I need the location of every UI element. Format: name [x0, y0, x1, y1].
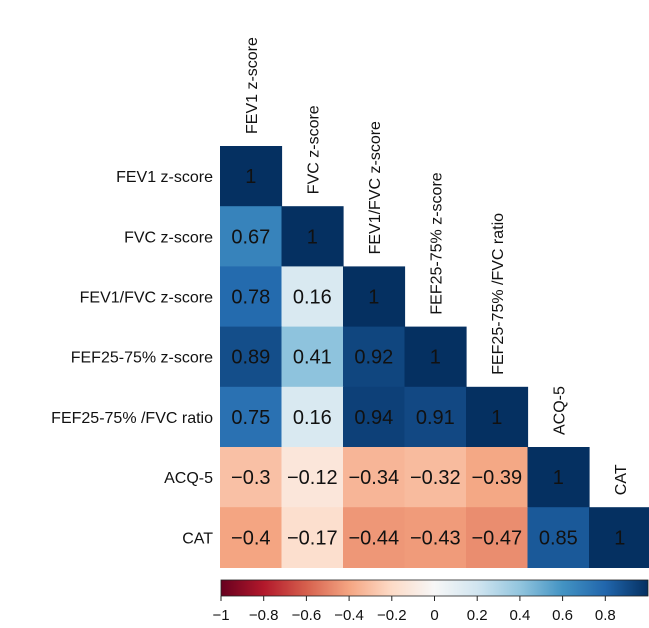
heatmap-cell-r2-c2: [343, 266, 406, 328]
cell-value-r2-c0: 0.78: [231, 287, 270, 309]
colorbar-tick-label-7: 0.4: [509, 607, 530, 624]
cell-value-r6-c2: −0.44: [348, 527, 399, 549]
cell-value-r3-c0: 0.89: [231, 347, 270, 369]
cell-value-r3-c3: 1: [430, 347, 441, 369]
colorbar-tick-label-2: −0.6: [292, 607, 322, 624]
cell-value-r6-c6: 1: [614, 527, 625, 549]
cell-value-r3-c1: 0.41: [293, 347, 332, 369]
cell-value-r5-c0: −0.3: [231, 467, 270, 489]
heatmap-cell-r3-c0: [220, 326, 283, 388]
cell-value-r4-c3: 0.91: [416, 407, 455, 429]
colorbar-tick-label-3: −0.4: [334, 607, 364, 624]
heatmap-cell-r2-c1: [281, 266, 344, 328]
heatmap-cell-r1-c0: [220, 206, 283, 267]
heatmap-cell-r5-c4: [466, 447, 529, 508]
heatmap-cell-r6-c5: [527, 507, 590, 568]
row-label-1: FVC z-score: [124, 229, 213, 246]
heatmap-cell-r6-c0: [220, 507, 283, 568]
column-label-3: FEF25-75% z-score: [428, 172, 445, 314]
colorbar-tick-label-6: 0.2: [467, 607, 488, 624]
heatmap-cell-r5-c1: [281, 447, 344, 508]
cell-value-r5-c1: −0.12: [287, 467, 338, 489]
heatmap-cell-r5-c5: [527, 447, 590, 508]
heatmap-cell-r4-c4: [466, 386, 529, 448]
heatmap-cell-r5-c3: [404, 447, 467, 508]
column-labels: FEV1 z-score FVC z-score FEV1/FVC z-score F…: [244, 37, 630, 495]
column-label-6: CAT: [613, 464, 630, 495]
heatmap-cell-r6-c2: [343, 507, 406, 568]
colorbar-tick-label-5: 0: [430, 607, 438, 624]
cell-value-r5-c3: −0.32: [410, 467, 461, 489]
cell-value-r6-c5: 0.85: [539, 527, 578, 549]
row-label-6: CAT: [182, 530, 213, 547]
heatmap-cell-r6-c3: [404, 507, 467, 568]
cell-value-r6-c3: −0.43: [410, 527, 461, 549]
row-label-2: FEV1/FVC z-score: [80, 290, 213, 307]
colorbar-tick-label-4: −0.2: [377, 607, 407, 624]
colorbar-tick-label-9: 0.8: [595, 607, 616, 624]
cell-value-r5-c2: −0.34: [348, 467, 399, 489]
heatmap-cell-r4-c3: [404, 386, 467, 448]
cell-value-r2-c2: 1: [368, 287, 379, 309]
heatmap-cell-r5-c0: [220, 447, 283, 508]
heatmap-cell-r3-c2: [343, 326, 406, 388]
column-label-5: ACQ-5: [551, 386, 568, 435]
heatmap-cells: 1 0.67 1 0.78 0.16 1 0.89 0.41 0.92 1 0.75 0.16 0.94…: [220, 146, 649, 568]
heatmap-cell-r0-c0: [220, 146, 283, 207]
row-label-4: FEF25-75% /FVC ratio: [51, 410, 213, 427]
heatmap-cell-r3-c3: [404, 326, 467, 388]
heatmap-cell-r4-c0: [220, 386, 283, 448]
cell-value-r3-c2: 0.92: [354, 347, 393, 369]
heatmap-cell-r4-c1: [281, 386, 344, 448]
row-labels: FEV1 z-score FVC z-score FEV1/FVC z-score F…: [51, 169, 213, 547]
cell-value-r6-c4: −0.47: [471, 527, 522, 549]
cell-value-r4-c2: 0.94: [354, 407, 393, 429]
cell-value-r1-c0: 0.67: [231, 226, 270, 248]
heatmap-cell-r5-c2: [343, 447, 406, 508]
column-label-0: FEV1 z-score: [244, 37, 261, 134]
cell-value-r4-c4: 1: [491, 407, 502, 429]
column-label-4: FEF25-75% /FVC ratio: [490, 213, 507, 375]
cell-value-r4-c1: 0.16: [293, 407, 332, 429]
heatmap-cell-r6-c6: [589, 507, 649, 568]
column-label-2: FEV1/FVC z-score: [367, 121, 384, 254]
cell-value-r5-c4: −0.39: [471, 467, 522, 489]
colorbar-gradient: [220, 579, 649, 597]
colorbar: −1 −0.8 −0.6 −0.4 −0.2 0 0.2 0.4 0.6 0.8: [212, 579, 649, 624]
cell-value-r6-c1: −0.17: [287, 527, 338, 549]
heatmap-cell-r6-c1: [281, 507, 344, 568]
cell-value-r5-c5: 1: [553, 467, 564, 489]
cell-value-r2-c1: 0.16: [293, 287, 332, 309]
colorbar-tick-label-1: −0.8: [249, 607, 279, 624]
row-label-3: FEF25-75% z-score: [71, 350, 213, 367]
cell-value-r0-c0: 1: [245, 166, 256, 188]
heatmap-cell-r6-c4: [466, 507, 529, 568]
heatmap-cell-r1-c1: [281, 206, 344, 267]
heatmap-cell-r2-c0: [220, 266, 283, 328]
cell-value-r4-c0: 0.75: [231, 407, 270, 429]
heatmap-cell-r4-c2: [343, 386, 406, 448]
column-label-1: FVC z-score: [305, 105, 322, 194]
colorbar-tick-label-0: −1: [212, 607, 229, 624]
colorbar-tick-label-8: 0.6: [552, 607, 573, 624]
heatmap-cell-r3-c1: [281, 326, 344, 388]
row-label-0: FEV1 z-score: [116, 169, 213, 186]
row-label-5: ACQ-5: [164, 470, 213, 487]
cell-value-r6-c0: −0.4: [231, 527, 270, 549]
cell-value-r1-c1: 1: [307, 226, 318, 248]
